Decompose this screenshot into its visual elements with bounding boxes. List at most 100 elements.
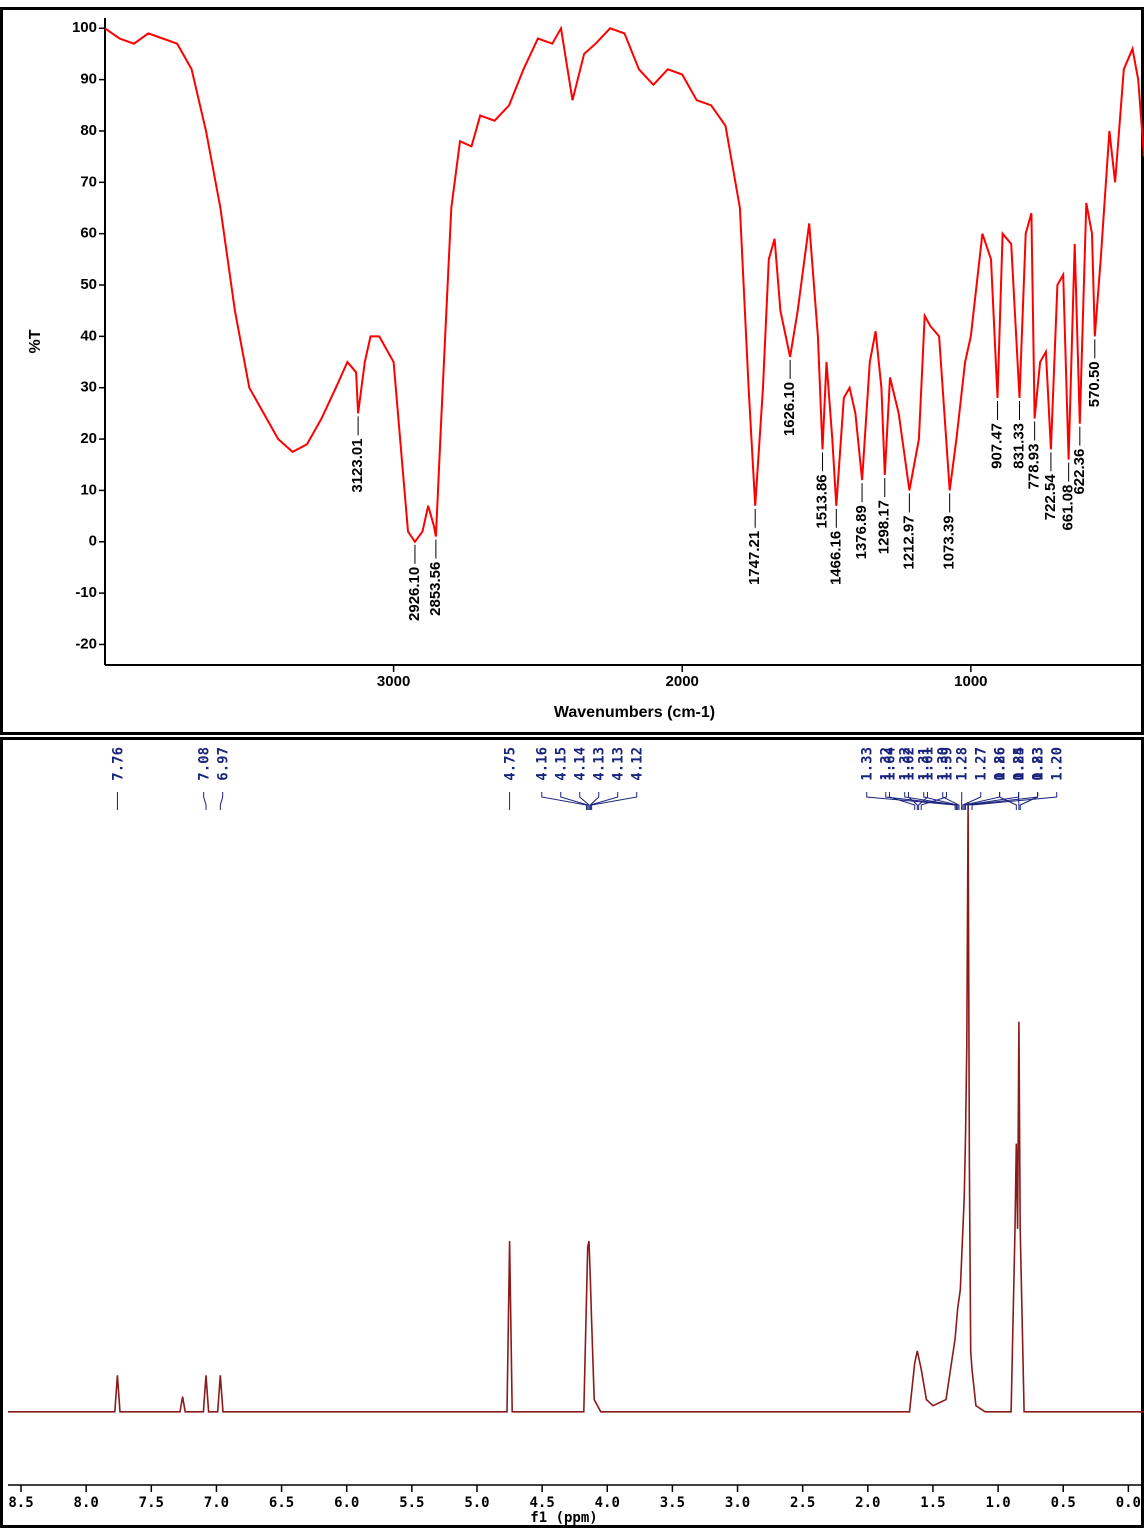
peak-connector	[967, 792, 1039, 810]
x-tick-label: 3000	[377, 673, 410, 690]
x-tick-label: 1.5	[920, 1495, 945, 1511]
peak-label: 1513.86	[813, 474, 830, 528]
y-tick-label: 60	[80, 225, 97, 242]
peak-label: 4.13	[592, 747, 608, 781]
peak-label: 1.62	[901, 747, 917, 781]
peak-connector	[904, 792, 957, 810]
peak-label: 0.86	[993, 747, 1009, 781]
peak-label: 1.28	[955, 747, 971, 781]
peak-label: 7.76	[110, 747, 126, 781]
peak-connector	[203, 792, 207, 810]
y-tick-label: 90	[80, 71, 97, 88]
x-tick-label: 6.5	[269, 1495, 294, 1511]
peak-label: 1298.17	[876, 500, 893, 554]
peak-label: 7.08	[197, 747, 213, 781]
peak-label: 722.54	[1042, 474, 1059, 521]
y-tick-label: 20	[80, 430, 97, 447]
x-tick-label: 2000	[666, 673, 699, 690]
peak-label: 622.36	[1071, 449, 1088, 495]
peak-label: 661.08	[1060, 485, 1077, 531]
peak-label: 1.33	[860, 747, 876, 781]
peak-label: 0.84	[1012, 747, 1028, 781]
peak-connector	[541, 792, 587, 810]
peak-label: 1212.97	[900, 515, 917, 569]
peak-label: 570.50	[1086, 361, 1103, 407]
x-tick-label: 5.5	[399, 1495, 424, 1511]
peak-label: 778.93	[1026, 444, 1043, 490]
peak-label: 3123.01	[349, 438, 366, 492]
peak-label: 1.32	[898, 747, 914, 781]
y-axis-title: %T	[27, 329, 44, 353]
peak-connector	[591, 792, 638, 810]
peak-label: 1.59	[939, 747, 955, 781]
peak-label: 4.15	[554, 747, 570, 781]
x-tick-label: 6.0	[334, 1495, 359, 1511]
peak-connector	[923, 792, 959, 810]
spectrum-line	[104, 25, 1144, 544]
y-tick-label: 30	[80, 379, 97, 396]
peak-label: 4.14	[573, 747, 589, 781]
peak-connector	[888, 792, 916, 810]
peak-label: 2926.10	[406, 567, 423, 621]
peak-label: 1747.21	[746, 531, 763, 585]
peak-connector	[219, 792, 224, 810]
x-axis-title: Wavenumbers (cm-1)	[554, 704, 715, 721]
ir-frame	[0, 7, 1144, 735]
peak-label: 4.13	[611, 747, 627, 781]
x-tick-label: 8.0	[74, 1495, 99, 1511]
x-tick-label: 3.0	[725, 1495, 750, 1511]
peak-label: 1.27	[974, 747, 990, 781]
peak-label: 1.30	[936, 747, 952, 781]
y-tick-label: 100	[72, 19, 97, 36]
peak-label: 1.64	[882, 747, 898, 781]
y-tick-label: 50	[80, 276, 97, 293]
x-tick-label: 1.0	[985, 1495, 1010, 1511]
peak-connector	[589, 792, 619, 810]
x-tick-label: 2.0	[855, 1495, 880, 1511]
peak-label: 907.47	[989, 423, 1006, 469]
peak-label: 6.97	[216, 747, 232, 781]
x-axis-title: f1 (ppm)	[530, 1510, 597, 1526]
peak-label: 1.20	[1050, 747, 1066, 781]
peak-connector	[971, 792, 1058, 810]
peak-label: 2853.56	[427, 562, 444, 616]
y-tick-label: 70	[80, 173, 97, 190]
peak-connector	[1019, 792, 1038, 810]
peak-label: 1626.10	[781, 382, 798, 436]
y-tick-label: -10	[75, 584, 97, 601]
peak-label: 831.33	[1010, 423, 1027, 469]
peak-connector	[579, 792, 590, 810]
peak-connector	[962, 792, 982, 810]
peak-connector	[560, 792, 589, 810]
x-tick-label: 0.5	[1051, 1495, 1076, 1511]
nmr-frame	[0, 737, 1144, 1528]
y-tick-label: 80	[80, 122, 97, 139]
x-tick-label: 4.0	[595, 1495, 620, 1511]
peak-label: 1.32	[879, 747, 895, 781]
peak-connector	[920, 792, 947, 810]
peak-label: 4.16	[535, 747, 551, 781]
peak-label: 1.31	[917, 747, 933, 781]
peak-label: 4.12	[630, 747, 646, 781]
x-tick-label: 3.5	[660, 1495, 685, 1511]
y-tick-label: 10	[80, 481, 97, 498]
y-tick-label: -20	[75, 635, 97, 652]
x-tick-label: 1000	[954, 673, 987, 690]
x-tick-label: 7.0	[204, 1495, 229, 1511]
peak-label: 1.26	[993, 747, 1009, 781]
x-tick-label: 5.0	[464, 1495, 489, 1511]
x-tick-label: 2.5	[790, 1495, 815, 1511]
x-tick-label: 0.0	[1116, 1495, 1141, 1511]
peak-label: 4.75	[503, 747, 519, 781]
y-tick-label: 40	[80, 327, 97, 344]
peak-label: 1.61	[920, 747, 936, 781]
peak-label: 1376.89	[853, 505, 870, 559]
peak-label: 1073.39	[941, 515, 958, 569]
peak-connector	[866, 792, 956, 810]
peak-label: 0.83	[1031, 747, 1047, 781]
y-tick-label: 0	[89, 533, 97, 550]
peak-connector	[999, 792, 1017, 810]
spectrum-line	[8, 802, 1144, 1413]
peak-label: 1466.16	[827, 531, 844, 585]
